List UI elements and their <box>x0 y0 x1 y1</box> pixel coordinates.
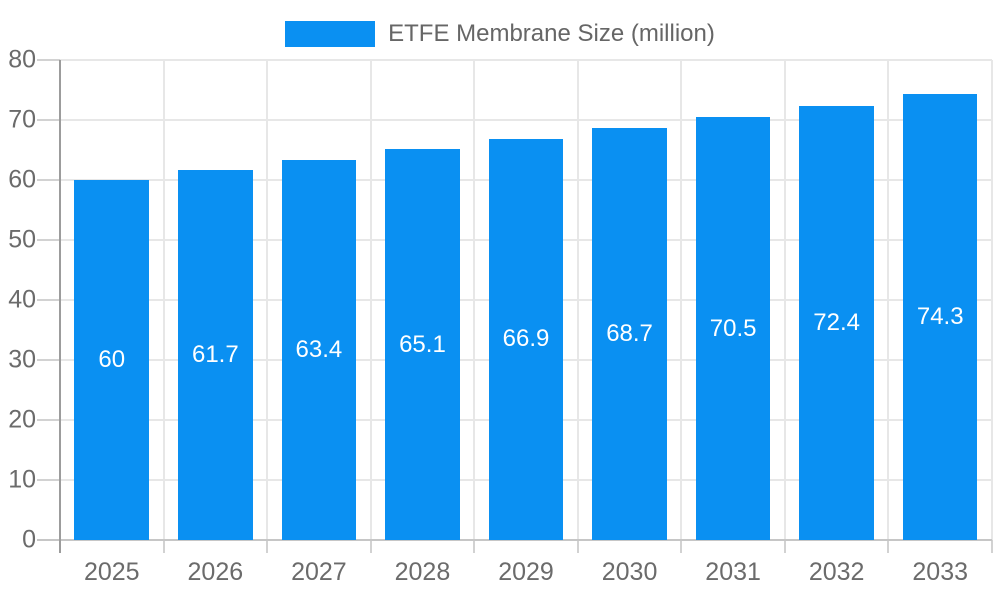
x-tick-label: 2026 <box>187 558 244 586</box>
y-tick-label: 40 <box>8 285 36 314</box>
y-tick-label: 0 <box>22 525 36 554</box>
x-tick-label: 2028 <box>394 558 451 586</box>
legend-label: ETFE Membrane Size (million) <box>388 20 715 47</box>
bar-value-label: 70.5 <box>709 314 757 342</box>
bar-value-label: 66.9 <box>502 325 550 353</box>
y-axis-tick <box>37 479 60 481</box>
bar[interactable] <box>385 149 460 540</box>
x-tick-label: 2027 <box>291 558 347 586</box>
y-tick-label: 60 <box>8 165 36 194</box>
y-axis-tick <box>37 239 60 241</box>
x-axis-tick <box>784 540 786 553</box>
legend-swatch <box>285 21 376 47</box>
x-axis-tick <box>680 540 682 553</box>
bar-value-label: 60 <box>98 346 126 373</box>
bar-value-label: 63.4 <box>295 335 343 363</box>
x-tick-label: 2032 <box>808 558 865 586</box>
y-axis-tick <box>37 59 60 61</box>
y-tick-label: 30 <box>8 345 36 374</box>
bar[interactable] <box>695 117 771 540</box>
x-axis-tick <box>163 540 165 553</box>
bar[interactable] <box>74 180 150 540</box>
legend-item[interactable]: ETFE Membrane Size (million) <box>285 20 715 48</box>
gridline-horizontal <box>60 59 992 61</box>
bar[interactable] <box>178 169 253 540</box>
gridline-vertical <box>991 60 993 540</box>
legend: ETFE Membrane Size (million) <box>0 20 1000 48</box>
x-tick-label: 2030 <box>601 558 658 586</box>
bar-value-label: 74.3 <box>916 303 964 331</box>
bar[interactable] <box>799 105 874 540</box>
bar[interactable] <box>281 159 357 540</box>
gridline-vertical <box>266 60 268 540</box>
y-axis-tick <box>37 119 60 121</box>
y-axis-line <box>59 60 61 553</box>
x-tick-label: 2029 <box>498 558 554 586</box>
bar-value-label: 65.1 <box>399 330 446 358</box>
bar[interactable] <box>592 127 667 540</box>
x-tick-label: 2025 <box>83 558 140 586</box>
x-axis-tick <box>991 540 993 553</box>
gridline-vertical <box>370 60 372 540</box>
gridline-vertical <box>680 60 682 540</box>
gridline-vertical <box>887 60 889 540</box>
y-axis-tick <box>37 419 60 421</box>
y-axis-tick <box>37 299 60 301</box>
gridline-vertical <box>473 60 475 540</box>
y-tick-label: 20 <box>8 405 36 434</box>
x-axis-tick <box>266 540 268 553</box>
y-axis-tick <box>37 179 60 181</box>
gridline-vertical <box>784 60 786 540</box>
y-axis-tick <box>37 359 60 361</box>
y-tick-label: 10 <box>8 465 36 494</box>
x-axis-tick <box>887 540 889 553</box>
x-axis-tick <box>473 540 475 553</box>
x-tick-label: 2033 <box>912 558 969 586</box>
x-axis-line <box>37 539 992 541</box>
bar-value-label: 61.7 <box>191 340 239 368</box>
bar[interactable] <box>902 94 978 540</box>
y-tick-label: 70 <box>8 105 36 134</box>
x-axis-tick <box>370 540 372 553</box>
gridline-vertical <box>577 60 579 540</box>
y-tick-label: 80 <box>8 45 36 74</box>
gridline-horizontal <box>60 119 992 121</box>
gridline-vertical <box>163 60 165 540</box>
bar[interactable] <box>488 138 564 540</box>
y-tick-label: 50 <box>8 225 36 254</box>
bar-value-label: 68.7 <box>606 319 653 347</box>
x-axis-tick <box>577 540 579 553</box>
bar-value-label: 72.4 <box>813 308 861 336</box>
x-tick-label: 2031 <box>705 558 761 586</box>
